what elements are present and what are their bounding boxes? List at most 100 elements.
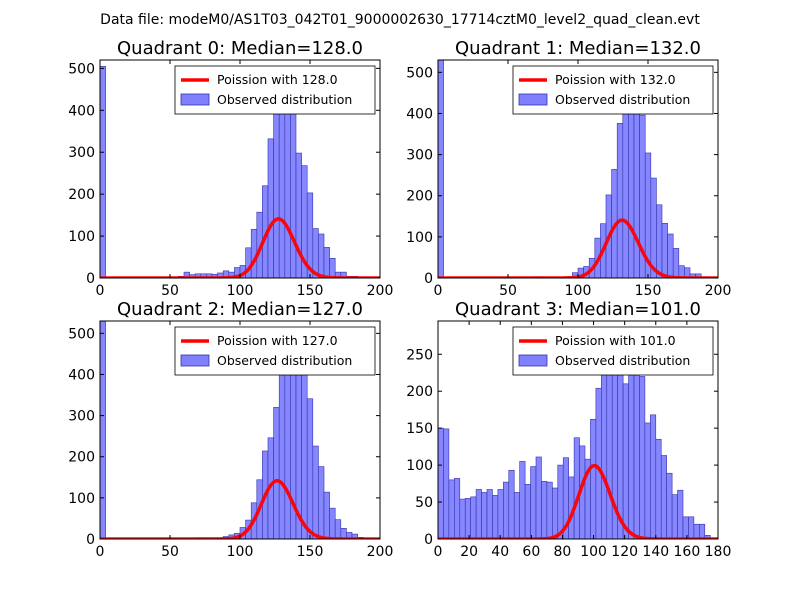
legend-bar-swatch [180, 93, 210, 106]
legend-box [512, 326, 714, 376]
y-tick-label: 300 [68, 145, 95, 161]
chart-panel-2: Quadrant 2: Median=127.0 0 50 100 150 200 0 100… [68, 299, 393, 560]
y-tick-label: 300 [406, 148, 433, 164]
histogram-bar [492, 495, 499, 539]
histogram-bar [438, 60, 444, 278]
figure-title: Data file: modeM0/AS1T03_042T01_90000026… [100, 12, 700, 28]
x-tick-label: 100 [227, 544, 254, 560]
histogram-bar [295, 152, 302, 278]
chart-title: Quadrant 3: Median=101.0 [455, 299, 701, 320]
histogram-bar [100, 321, 106, 539]
histogram-bar [704, 535, 711, 539]
histogram-bar [486, 489, 493, 539]
chart-panel-1: Quadrant 1: Median=132.0 0 50 100 150 200 0 100… [406, 38, 731, 299]
y-tick-label: 0 [86, 271, 95, 287]
histogram-bar [100, 65, 106, 278]
poisson-curve [438, 463, 718, 539]
histogram-bar [541, 481, 548, 539]
y-tick-label: 50 [415, 495, 433, 511]
histogram-bar [306, 398, 314, 539]
histogram-bar [688, 516, 695, 539]
legend: Poission with 101.0 Observed distribution [512, 326, 714, 376]
x-tick-label: 140 [642, 544, 669, 560]
x-tick-label: 0 [434, 544, 443, 560]
y-tick-label: 200 [406, 384, 433, 400]
y-tick-label: 500 [68, 61, 95, 77]
histogram-bar [699, 523, 706, 539]
histogram-bar [475, 489, 482, 539]
legend-bar-swatch [180, 354, 210, 367]
histogram-bar [628, 353, 635, 539]
histogram-bar [273, 407, 280, 539]
histogram-bar [530, 466, 537, 539]
x-tick-label: 20 [460, 544, 478, 560]
x-tick-label: 50 [161, 544, 179, 560]
histogram-bar [503, 481, 510, 539]
legend-box [174, 326, 376, 376]
y-tick-label: 100 [406, 458, 433, 474]
histogram-bar [470, 496, 477, 539]
legend-label-poisson: Poission with 128.0 [217, 72, 338, 87]
chart-title: Quadrant 0: Median=128.0 [117, 38, 363, 59]
y-tick-label: 200 [68, 450, 95, 466]
y-tick-label: 300 [68, 409, 95, 425]
histogram-bar [519, 461, 526, 539]
y-tick-label: 400 [68, 367, 95, 383]
plot-area [438, 327, 718, 539]
histogram-bar [639, 376, 646, 539]
y-tick-label: 0 [424, 532, 433, 548]
histogram-bar [656, 204, 663, 278]
histogram-bar [650, 414, 657, 539]
histogram-bar [448, 479, 455, 539]
histogram-bar [278, 366, 286, 539]
y-tick-label: 200 [68, 187, 95, 203]
histogram-bar [650, 177, 657, 278]
x-tick-label: 0 [434, 283, 443, 299]
x-tick-label: 60 [522, 544, 540, 560]
plot-frame [437, 320, 719, 540]
y-tick-label: 100 [68, 229, 95, 245]
histogram-bar [334, 519, 342, 539]
histogram-bar [535, 456, 542, 539]
x-tick-label: 200 [705, 283, 732, 299]
y-tick-label: 0 [86, 532, 95, 548]
histogram-bar [443, 428, 450, 539]
histogram-bar [693, 523, 700, 539]
histogram-bar [633, 105, 640, 278]
legend: Poission with 128.0 Observed distribution [174, 65, 376, 115]
y-tick-label: 150 [406, 421, 433, 437]
y-tick-label: 100 [406, 230, 433, 246]
histogram-bar [459, 498, 466, 539]
x-tick-label: 160 [674, 544, 701, 560]
x-tick-label: 100 [227, 283, 254, 299]
histogram-bar [666, 472, 673, 539]
y-tick-label: 250 [406, 347, 433, 363]
legend-label-observed: Observed distribution [217, 92, 352, 107]
y-tick-label: 0 [424, 271, 433, 287]
histogram-bar [552, 487, 559, 539]
histogram-bar [318, 233, 325, 278]
x-tick-label: 50 [161, 283, 179, 299]
y-tick-label: 100 [68, 491, 95, 507]
histogram-bar [590, 418, 597, 539]
histogram-bar [524, 484, 531, 539]
histogram-bar [682, 516, 689, 539]
histogram-bar [323, 247, 330, 278]
y-tick-label: 400 [406, 106, 433, 122]
histogram-bar [454, 478, 461, 539]
histogram-bar [667, 233, 674, 278]
histogram-bar [301, 371, 308, 539]
histogram-bar [323, 491, 330, 539]
x-tick-label: 200 [367, 544, 394, 560]
x-tick-label: 180 [705, 544, 732, 560]
histogram-bar [595, 387, 602, 539]
histogram-bar [508, 469, 515, 539]
legend: Poission with 127.0 Observed distribution [174, 326, 376, 376]
histogram-bar [573, 437, 580, 539]
histogram-bar [672, 248, 680, 278]
histogram-bar [267, 138, 274, 278]
legend-label-observed: Observed distribution [217, 353, 352, 368]
histogram-bar [546, 481, 553, 539]
x-tick-label: 100 [580, 544, 607, 560]
